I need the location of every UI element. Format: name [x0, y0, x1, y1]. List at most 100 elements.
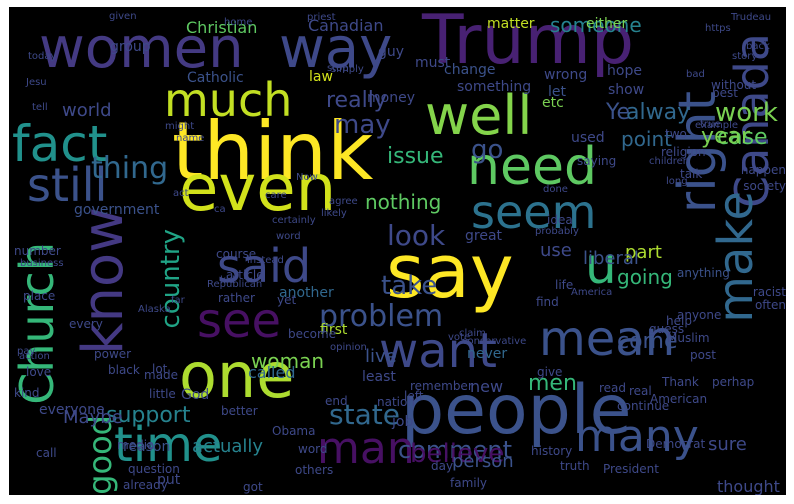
cloud-word: person	[452, 451, 514, 472]
cloud-word: going	[617, 265, 673, 289]
cloud-word: Thank	[662, 375, 699, 389]
cloud-word: real	[629, 384, 652, 398]
cloud-word: saying	[577, 154, 617, 168]
cloud-word: see	[197, 293, 282, 349]
cloud-word: never	[467, 346, 508, 362]
cloud-word: given	[109, 11, 137, 22]
cloud-word: nothing	[365, 190, 442, 214]
cloud-word: truth	[560, 459, 590, 473]
cloud-word: come	[617, 329, 678, 354]
cloud-word: say	[386, 229, 514, 315]
cloud-word: word	[298, 442, 328, 456]
cloud-word: kid	[220, 275, 235, 286]
cloud-word: change	[444, 62, 496, 78]
cloud-word: life	[555, 278, 574, 292]
cloud-word: President	[603, 462, 659, 476]
cloud-word: live	[365, 346, 397, 367]
cloud-word: part	[625, 242, 662, 263]
cloud-word: without	[711, 78, 757, 92]
cloud-word: guy	[378, 44, 405, 60]
cloud-word: much	[164, 73, 293, 127]
cloud-word: back	[746, 41, 770, 52]
cloud-word: best	[712, 86, 738, 100]
cloud-word: put	[157, 472, 181, 488]
cloud-word: business	[20, 258, 64, 269]
cloud-word: article	[226, 268, 264, 282]
cloud-word: point	[621, 127, 673, 151]
cloud-word: remember	[410, 379, 473, 393]
cloud-word: example	[695, 120, 739, 131]
word-cloud: think say even one people Trump women way well ne…	[9, 7, 786, 495]
cloud-word: new	[470, 377, 504, 396]
cloud-word: guess	[649, 322, 685, 336]
cloud-word: ca	[214, 204, 226, 215]
cloud-word: seem	[471, 185, 597, 239]
cloud-word: men	[528, 371, 577, 396]
cloud-word: make	[708, 191, 764, 323]
cloud-word: money	[367, 90, 415, 106]
cloud-word: call	[36, 446, 57, 460]
cloud-word: want	[379, 323, 497, 379]
cloud-word: issue	[387, 144, 444, 169]
cloud-word: anyone	[677, 308, 722, 322]
cloud-word: really	[326, 88, 387, 113]
cloud-word: support	[106, 403, 191, 428]
cloud-word: comment	[398, 436, 513, 464]
cloud-word: post	[690, 348, 716, 362]
cloud-word: Obama	[272, 424, 316, 438]
cloud-word: look	[387, 219, 446, 252]
cloud-word: called	[248, 363, 296, 382]
cloud-word: nation	[377, 395, 415, 409]
cloud-word: Trump	[422, 7, 635, 80]
cloud-word: American	[650, 392, 708, 406]
cloud-word: talk	[680, 167, 703, 181]
cloud-word: story	[732, 51, 758, 62]
cloud-word: either	[586, 16, 628, 32]
cloud-word: continue	[617, 399, 670, 413]
cloud-word: even	[179, 152, 337, 226]
cloud-word: go	[471, 135, 504, 165]
cloud-word: matter	[487, 16, 535, 32]
cloud-word: question	[128, 462, 180, 476]
cloud-word: act	[173, 188, 189, 199]
cloud-word: day	[431, 459, 454, 473]
cloud-word: might	[165, 121, 195, 132]
cloud-word: many	[575, 411, 699, 462]
cloud-word: read	[599, 381, 627, 395]
cloud-word: instead	[247, 255, 284, 266]
cloud-word: society	[743, 179, 786, 193]
cloud-word: liberal	[583, 248, 639, 269]
cloud-word: children	[649, 156, 690, 167]
cloud-word: got	[243, 480, 263, 494]
cloud-word: Jesu	[26, 77, 47, 88]
cloud-word: still	[27, 158, 108, 212]
cloud-word: God	[181, 387, 210, 403]
cloud-word: work	[715, 98, 778, 128]
cloud-word: sure	[708, 434, 747, 455]
cloud-word: others	[295, 463, 334, 477]
cloud-word: time	[114, 417, 223, 473]
cloud-word: need	[467, 137, 597, 197]
cloud-word: law	[309, 69, 333, 85]
cloud-word: home	[224, 17, 253, 28]
cloud-word: tell	[32, 102, 48, 113]
cloud-word: America	[571, 287, 613, 298]
cloud-word: happen	[740, 163, 786, 177]
cloud-word: job	[392, 414, 414, 430]
cloud-word: likely	[321, 208, 347, 219]
cloud-word: year	[701, 124, 751, 149]
cloud-word: left	[404, 389, 424, 403]
cloud-word: great	[465, 228, 503, 244]
cloud-word: anything	[677, 266, 730, 280]
cloud-word: u	[585, 237, 617, 295]
cloud-word: find	[536, 295, 559, 309]
cloud-word: believe	[410, 439, 505, 469]
cloud-word: better	[221, 404, 258, 418]
cloud-word: media	[117, 438, 155, 452]
cloud-word: give	[537, 365, 563, 379]
cloud-word: Now	[296, 172, 318, 183]
cloud-word: name	[176, 133, 205, 144]
cloud-word: state	[329, 398, 400, 431]
cloud-word: end	[325, 394, 348, 408]
cloud-word: well	[425, 84, 533, 147]
